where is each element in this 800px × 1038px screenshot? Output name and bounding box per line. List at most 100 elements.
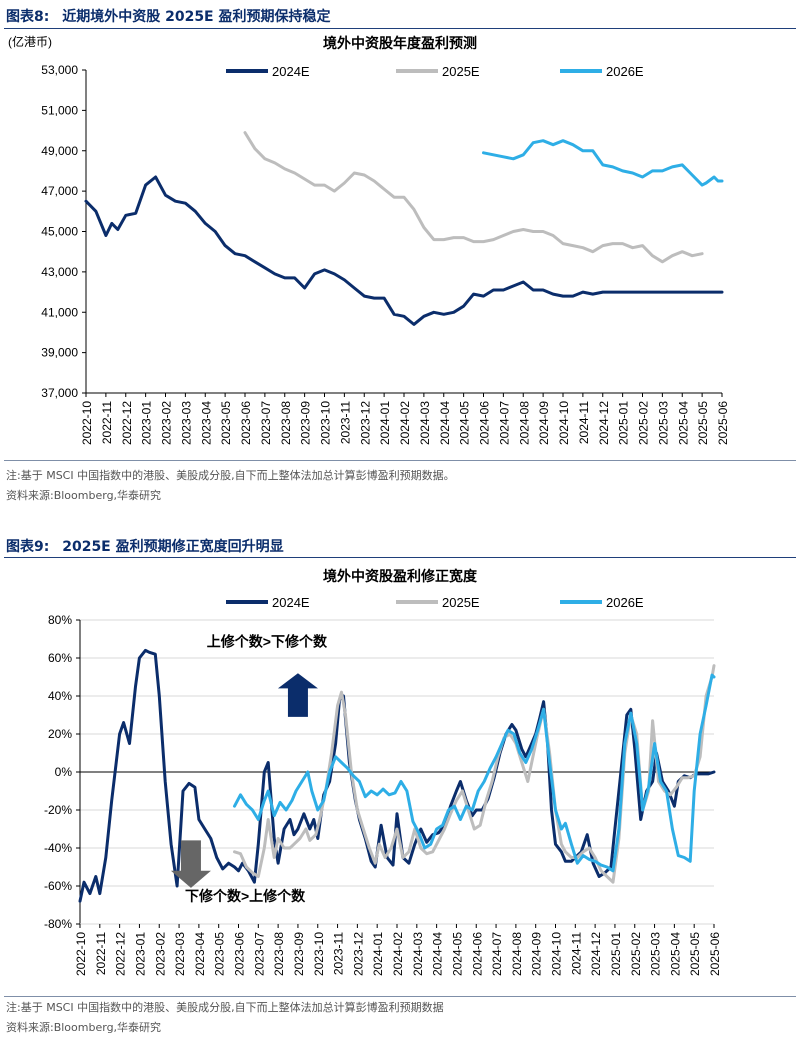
x-tick-label: 2023-05: [213, 932, 227, 976]
y-tick-label: -40%: [44, 841, 72, 855]
series-line-2026E: [233, 673, 716, 873]
figure9-title: 2025E 盈利预期修正宽度回升明显: [62, 539, 284, 555]
chart-title: 境外中资股盈利修正宽度: [323, 568, 478, 584]
x-tick-label: 2025-02: [637, 401, 651, 445]
y-tick-label: 80%: [48, 613, 72, 627]
x-tick-label: 2023-03: [173, 932, 187, 976]
x-tick-label: 2025-06: [708, 932, 722, 976]
legend-label-2024E: 2024E: [272, 595, 310, 610]
y-tick-label: 37,000: [41, 386, 78, 400]
x-tick-label: 2022-10: [80, 401, 94, 445]
x-tick-label: 2023-09: [292, 932, 306, 976]
legend-label-2026E: 2026E: [606, 64, 644, 79]
chart-1: 境外中资股年度盈利预测 (亿港币) 37,000 39,000 41,000 43,000…: [8, 34, 730, 445]
x-tick-label: 2025-01: [617, 401, 631, 445]
x-tick-label: 2024-03: [411, 932, 425, 976]
x-tick-label: 2023-01: [140, 401, 154, 445]
x-tick-label: 2023-07: [252, 932, 266, 976]
x-tick-label: 2025-03: [656, 401, 670, 445]
y-tick-label: -80%: [44, 917, 72, 931]
legend-label-2025E: 2025E: [442, 595, 480, 610]
figure8-note: 注:基于 MSCI 中国指数中的港股、美股成分股,自下而上整体法加总计算彭博盈利…: [6, 469, 455, 482]
chart-2: 境外中资股盈利修正宽度 -80% -60% -40% -20% 0% 20% 40% 60% 80…: [44, 568, 722, 976]
figure9-note: 注:基于 MSCI 中国指数中的港股、美股成分股,自下而上整体法加总计算彭博盈利…: [6, 1001, 444, 1014]
x-tick-label: 2023-05: [219, 401, 233, 445]
figure8-source: 资料来源:Bloomberg,华泰研究: [6, 489, 162, 502]
y-tick-label: -60%: [44, 879, 72, 893]
x-tick-label: 2025-05: [688, 932, 702, 976]
x-tick-label: 2022-10: [74, 932, 88, 976]
series-line-2024E: [84, 175, 724, 326]
x-tick-label: 2025-03: [649, 932, 663, 976]
x-tick-label: 2023-11: [332, 932, 346, 975]
x-tick-label: 2024-06: [470, 932, 484, 976]
x-tick-label: 2024-11: [577, 401, 591, 444]
y-axis-label: (亿港币): [8, 34, 52, 49]
x-tick-label: 2023-03: [179, 401, 193, 445]
down-arrow-icon: [170, 840, 211, 888]
x-tick-label: 2024-05: [450, 932, 464, 976]
x-tick-label: 2024-05: [458, 401, 472, 445]
x-tick-label: 2025-06: [716, 401, 730, 445]
annotation-upward-revisions: 上修个数>下修个数: [207, 634, 328, 650]
series-line-2025E: [243, 131, 704, 264]
x-tick-label: 2023-07: [259, 401, 273, 445]
chart-title: 境外中资股年度盈利预测: [323, 35, 477, 51]
x-tick-label: 2022-12: [120, 401, 134, 445]
x-tick-label: 2023-04: [199, 401, 213, 445]
x-tick-label: 2024-02: [391, 932, 405, 976]
x-tick-label: 2023-06: [233, 932, 247, 976]
x-tick-label: 2024-10: [557, 401, 571, 445]
figure9-header: 图表9: 2025E 盈利预期修正宽度回升明显: [6, 536, 284, 556]
x-tick-label: 2023-12: [358, 401, 372, 445]
x-tick-label: 2023-10: [312, 932, 326, 976]
x-tick-label: 2023-11: [338, 401, 352, 444]
x-tick-label: 2024-03: [418, 401, 432, 445]
y-tick-label: 53,000: [41, 63, 78, 77]
x-tick-label: 2024-11: [569, 932, 583, 975]
legend-label-2024E: 2024E: [272, 64, 310, 79]
figure8-footer-rule: [4, 460, 796, 461]
x-tick-label: 2023-12: [351, 932, 365, 976]
y-tick-label: 40%: [48, 689, 72, 703]
figure9-footer-rule: [4, 996, 796, 997]
x-tick-label: 2024-12: [597, 401, 611, 445]
x-tick-label: 2024-01: [378, 401, 392, 445]
x-tick-label: 2025-04: [676, 401, 690, 445]
series-line-2024E: [78, 648, 716, 903]
x-tick-label: 2023-08: [279, 401, 293, 445]
x-tick-label: 2023-02: [160, 401, 174, 445]
figure9-source: 资料来源:Bloomberg,华泰研究: [6, 1021, 162, 1034]
x-tick-label: 2024-07: [497, 401, 511, 445]
legend-label-2025E: 2025E: [442, 64, 480, 79]
y-tick-label: 49,000: [41, 144, 78, 158]
x-tick-label: 2024-10: [550, 932, 564, 976]
series-line-2026E: [482, 139, 724, 187]
figure9-rule: [4, 557, 796, 558]
x-tick-label: 2023-10: [319, 401, 333, 445]
y-tick-label: 39,000: [41, 346, 78, 360]
x-tick-label: 2024-02: [398, 401, 412, 445]
x-tick-label: 2023-08: [272, 932, 286, 976]
annotation-downward-revisions: 下修个数>上修个数: [185, 888, 306, 904]
x-tick-label: 2023-01: [133, 932, 147, 976]
legend-label-2026E: 2026E: [606, 595, 644, 610]
figure8-label: 图表8:: [6, 9, 50, 25]
figure8-title: 近期境外中资股 2025E 盈利预期保持稳定: [62, 9, 331, 25]
y-tick-label: 60%: [48, 651, 72, 665]
figure8-rule: [4, 28, 796, 29]
y-tick-label: 41,000: [41, 305, 78, 319]
figure9-label: 图表9:: [6, 539, 50, 555]
y-tick-label: 47,000: [41, 184, 78, 198]
x-tick-label: 2023-09: [299, 401, 313, 445]
x-tick-label: 2024-04: [431, 932, 445, 976]
y-tick-label: -20%: [44, 803, 72, 817]
x-tick-label: 2023-02: [153, 932, 167, 976]
x-tick-label: 2024-09: [530, 932, 544, 976]
x-tick-label: 2025-04: [668, 932, 682, 976]
x-tick-label: 2024-06: [478, 401, 492, 445]
x-tick-label: 2024-09: [537, 401, 551, 445]
figure8-header: 图表8: 近期境外中资股 2025E 盈利预期保持稳定: [6, 6, 331, 26]
x-tick-label: 2024-08: [510, 932, 524, 976]
y-tick-label: 51,000: [41, 103, 78, 117]
